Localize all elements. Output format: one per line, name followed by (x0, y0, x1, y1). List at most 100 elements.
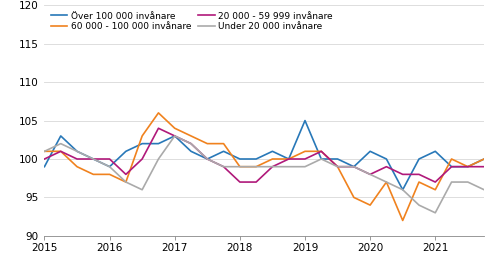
Under 20 000 invånare (481, 188, 487, 191)
Under 20 000 invånare (58, 142, 64, 145)
Under 20 000 invånare (205, 157, 210, 161)
60 000 - 100 000 invånare (156, 111, 162, 114)
20 000 - 59 999 invånare (367, 173, 373, 176)
Över 100 000 invånare (156, 142, 162, 145)
Line: Över 100 000 invånare: Över 100 000 invånare (44, 44, 494, 190)
20 000 - 59 999 invånare (334, 165, 340, 168)
60 000 - 100 000 invånare (367, 204, 373, 207)
60 000 - 100 000 invånare (188, 134, 194, 138)
60 000 - 100 000 invånare (253, 165, 259, 168)
60 000 - 100 000 invånare (416, 180, 422, 184)
Under 20 000 invånare (334, 165, 340, 168)
20 000 - 59 999 invånare (188, 142, 194, 145)
20 000 - 59 999 invånare (107, 157, 113, 161)
60 000 - 100 000 invånare (237, 165, 243, 168)
Under 20 000 invånare (286, 165, 291, 168)
Under 20 000 invånare (90, 157, 96, 161)
Över 100 000 invånare (481, 157, 487, 161)
60 000 - 100 000 invånare (205, 142, 210, 145)
Över 100 000 invånare (351, 165, 357, 168)
20 000 - 59 999 invånare (205, 157, 210, 161)
20 000 - 59 999 invånare (432, 180, 438, 184)
Under 20 000 invånare (302, 165, 308, 168)
60 000 - 100 000 invånare (432, 188, 438, 191)
60 000 - 100 000 invånare (123, 180, 129, 184)
Över 100 000 invånare (90, 157, 96, 161)
Över 100 000 invånare (269, 150, 275, 153)
20 000 - 59 999 invånare (302, 157, 308, 161)
Över 100 000 invånare (302, 119, 308, 122)
20 000 - 59 999 invånare (400, 173, 406, 176)
Under 20 000 invånare (74, 150, 80, 153)
60 000 - 100 000 invånare (449, 157, 454, 161)
60 000 - 100 000 invånare (383, 180, 389, 184)
20 000 - 59 999 invånare (383, 165, 389, 168)
20 000 - 59 999 invånare (74, 157, 80, 161)
Över 100 000 invånare (383, 157, 389, 161)
20 000 - 59 999 invånare (253, 180, 259, 184)
Under 20 000 invånare (221, 165, 227, 168)
60 000 - 100 000 invånare (41, 150, 47, 153)
Legend: Över 100 000 invånare, 60 000 - 100 000 invånare, 20 000 - 59 999 invånare, Unde: Över 100 000 invånare, 60 000 - 100 000 … (49, 10, 334, 33)
Över 100 000 invånare (139, 142, 145, 145)
60 000 - 100 000 invånare (481, 157, 487, 161)
60 000 - 100 000 invånare (221, 142, 227, 145)
60 000 - 100 000 invånare (334, 165, 340, 168)
60 000 - 100 000 invånare (90, 173, 96, 176)
Under 20 000 invånare (172, 134, 178, 138)
Över 100 000 invånare (432, 150, 438, 153)
Över 100 000 invånare (334, 157, 340, 161)
20 000 - 59 999 invånare (221, 165, 227, 168)
Line: Under 20 000 invånare: Under 20 000 invånare (44, 136, 494, 228)
60 000 - 100 000 invånare (172, 127, 178, 130)
20 000 - 59 999 invånare (139, 157, 145, 161)
20 000 - 59 999 invånare (156, 127, 162, 130)
20 000 - 59 999 invånare (58, 150, 64, 153)
20 000 - 59 999 invånare (90, 157, 96, 161)
Under 20 000 invånare (351, 165, 357, 168)
20 000 - 59 999 invånare (286, 157, 291, 161)
Över 100 000 invånare (58, 134, 64, 138)
Under 20 000 invånare (383, 180, 389, 184)
Under 20 000 invånare (449, 180, 454, 184)
Över 100 000 invånare (367, 150, 373, 153)
Under 20 000 invånare (318, 157, 324, 161)
Line: 20 000 - 59 999 invånare: 20 000 - 59 999 invånare (44, 113, 494, 213)
Under 20 000 invånare (269, 165, 275, 168)
60 000 - 100 000 invånare (302, 150, 308, 153)
20 000 - 59 999 invånare (41, 157, 47, 161)
Line: 60 000 - 100 000 invånare: 60 000 - 100 000 invånare (44, 113, 494, 220)
Över 100 000 invånare (123, 150, 129, 153)
Över 100 000 invånare (172, 134, 178, 138)
60 000 - 100 000 invånare (139, 134, 145, 138)
Under 20 000 invånare (188, 142, 194, 145)
20 000 - 59 999 invånare (449, 165, 454, 168)
Under 20 000 invånare (123, 180, 129, 184)
60 000 - 100 000 invånare (465, 165, 471, 168)
60 000 - 100 000 invånare (269, 157, 275, 161)
20 000 - 59 999 invånare (237, 180, 243, 184)
20 000 - 59 999 invånare (481, 165, 487, 168)
20 000 - 59 999 invånare (123, 173, 129, 176)
60 000 - 100 000 invånare (107, 173, 113, 176)
Över 100 000 invånare (188, 150, 194, 153)
Under 20 000 invånare (416, 204, 422, 207)
Över 100 000 invånare (416, 157, 422, 161)
Över 100 000 invånare (400, 188, 406, 191)
20 000 - 59 999 invånare (351, 165, 357, 168)
Över 100 000 invånare (205, 157, 210, 161)
60 000 - 100 000 invånare (318, 150, 324, 153)
Under 20 000 invånare (41, 150, 47, 153)
60 000 - 100 000 invånare (351, 196, 357, 199)
Under 20 000 invånare (107, 165, 113, 168)
20 000 - 59 999 invånare (465, 165, 471, 168)
20 000 - 59 999 invånare (269, 165, 275, 168)
Över 100 000 invånare (465, 165, 471, 168)
Över 100 000 invånare (286, 157, 291, 161)
Under 20 000 invånare (432, 211, 438, 214)
Under 20 000 invånare (465, 180, 471, 184)
Under 20 000 invånare (156, 157, 162, 161)
20 000 - 59 999 invånare (318, 150, 324, 153)
Över 100 000 invånare (41, 165, 47, 168)
60 000 - 100 000 invånare (400, 219, 406, 222)
